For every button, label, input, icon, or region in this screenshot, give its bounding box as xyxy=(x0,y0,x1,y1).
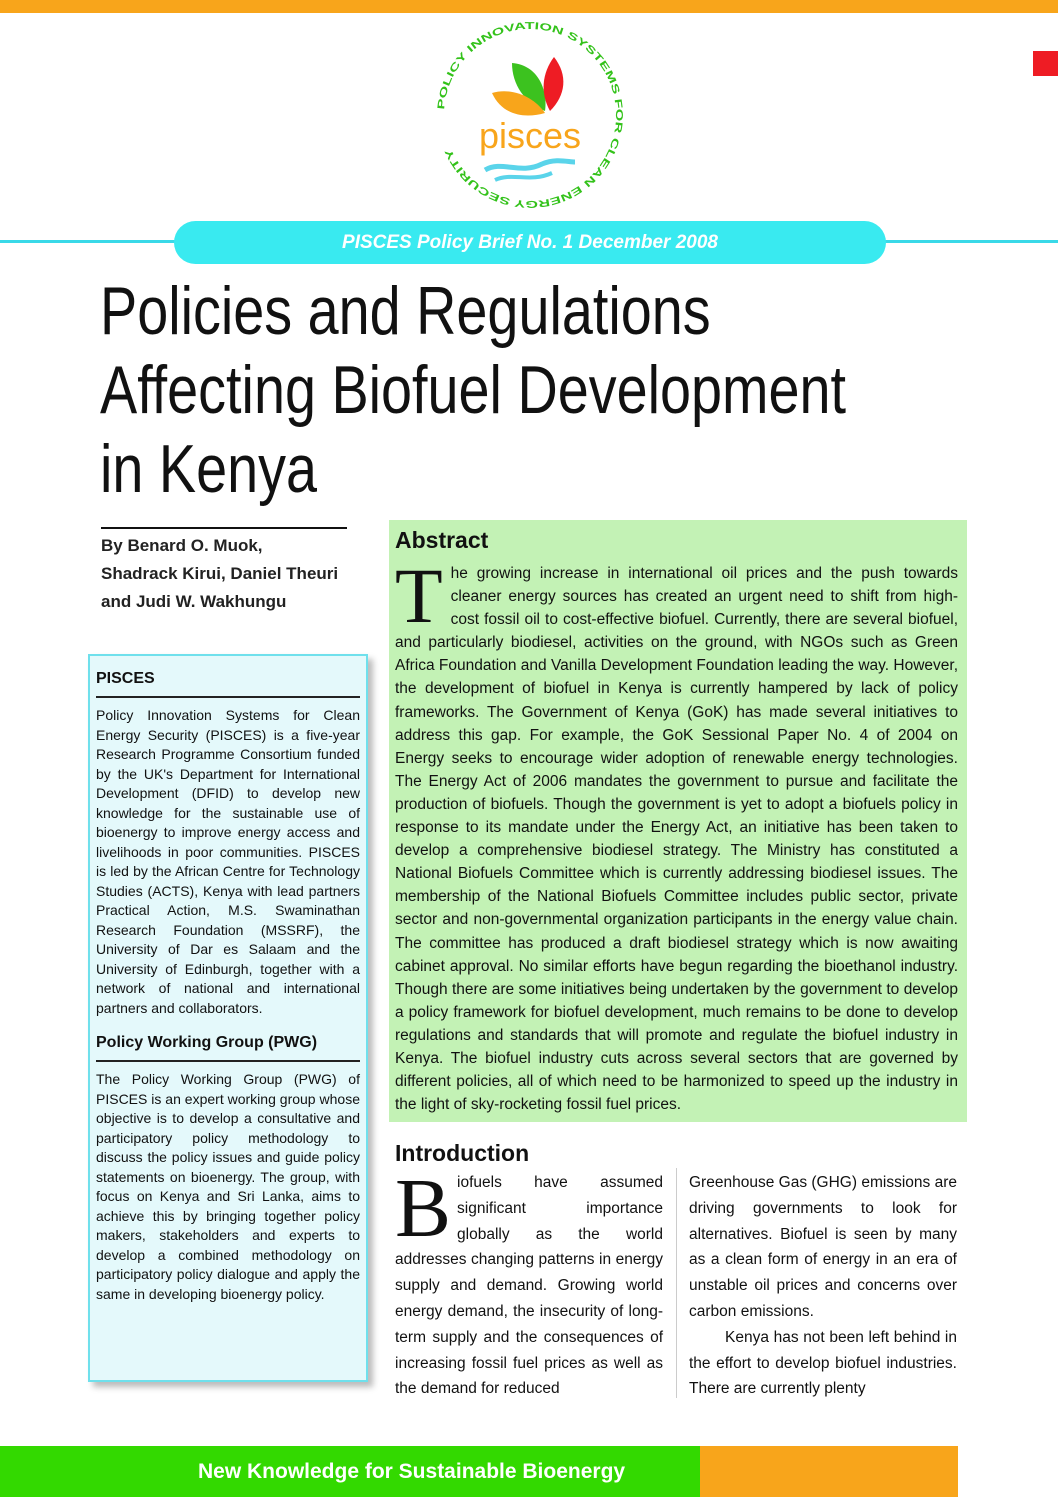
introduction-heading: Introduction xyxy=(395,1140,530,1166)
title-line: Policies and Regulations xyxy=(100,273,711,349)
pisces-logo: POLICY INNOVATION SYSTEMS FOR CLEAN ENER… xyxy=(436,21,624,209)
pisces-sidebar: PISCES Policy Innovation Systems for Cle… xyxy=(88,654,368,1382)
top-orange-bar xyxy=(0,0,1058,13)
abstract-body: he growing increase in international oil… xyxy=(395,565,958,1114)
red-corner-marker xyxy=(1033,51,1058,76)
sidebar-heading-pisces: PISCES xyxy=(96,670,360,698)
intro-col2-p2: Kenya has not been left behind in the ef… xyxy=(689,1328,957,1398)
authors: By Benard O. Muok, Shadrack Kirui, Danie… xyxy=(101,532,366,616)
column-divider xyxy=(676,1168,677,1398)
footer-orange-block xyxy=(700,1446,958,1497)
title-line: Affecting Biofuel Development xyxy=(100,352,846,428)
policy-brief-banner: PISCES Policy Brief No. 1 December 2008 xyxy=(174,221,886,264)
drop-cap: T xyxy=(395,552,443,639)
abstract-heading: Abstract xyxy=(395,527,489,553)
drop-cap: B xyxy=(395,1162,452,1255)
intro-col1-text: iofuels have assumed significant importa… xyxy=(395,1174,663,1398)
logo-wordmark: pisces xyxy=(479,115,581,156)
sidebar-heading-pwg: Policy Working Group (PWG) xyxy=(96,1034,360,1062)
intro-column-2: Greenhouse Gas (GHG) emissions are drivi… xyxy=(689,1170,957,1402)
author-line: Shadrack Kirui, Daniel Theuri xyxy=(101,564,339,583)
intro-col2-p1: Greenhouse Gas (GHG) emissions are drivi… xyxy=(689,1174,957,1320)
footer-tagline: New Knowledge for Sustainable Bioenergy xyxy=(0,1446,700,1497)
title-line: in Kenya xyxy=(100,431,318,507)
sidebar-pwg-text: The Policy Working Group (PWG) of PISCES… xyxy=(96,1071,360,1302)
sidebar-pisces-text: Policy Innovation Systems for Clean Ener… xyxy=(96,707,360,1016)
author-line: and Judi W. Wakhungu xyxy=(101,592,287,611)
author-rule xyxy=(101,527,347,529)
document-title: Policies and Regulations Affecting Biofu… xyxy=(100,272,1000,509)
author-line: By Benard O. Muok, xyxy=(101,536,263,555)
